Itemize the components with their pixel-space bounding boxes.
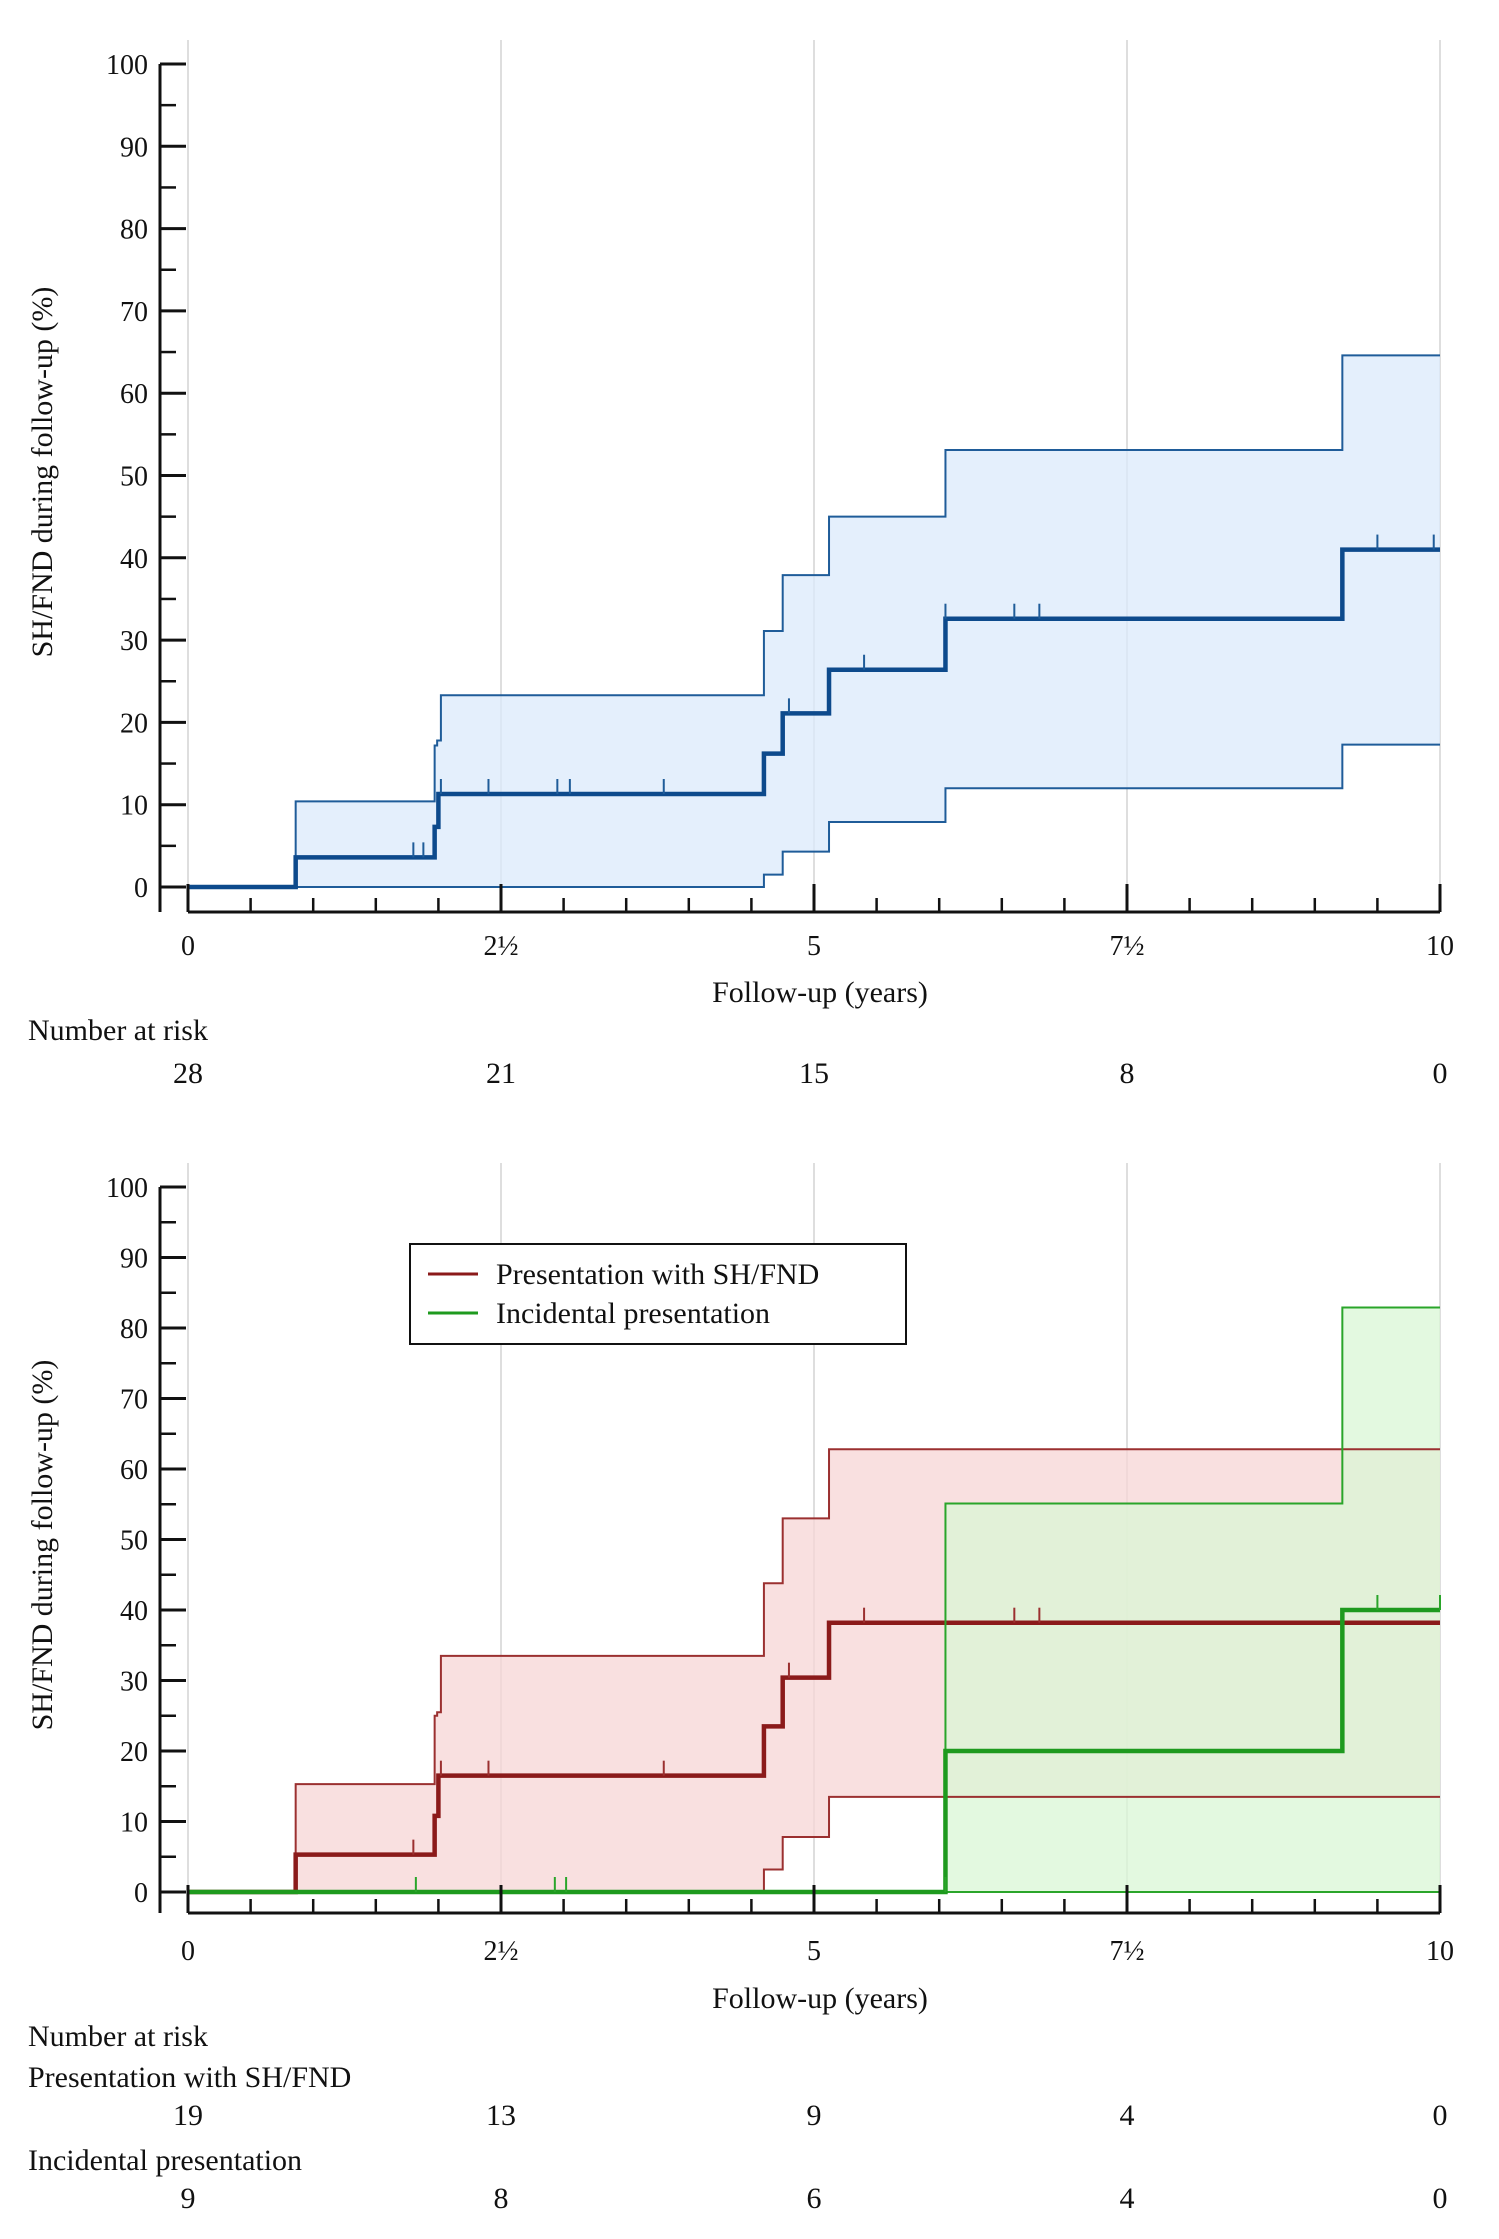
y-tick-label: 20 (120, 708, 148, 739)
y-tick-label: 20 (120, 1737, 148, 1768)
y-axis-title: SH/FND during follow-up (%) (26, 1360, 59, 1731)
x-tick-label: 10 (1426, 1936, 1454, 1967)
y-tick-label: 80 (120, 1314, 148, 1345)
axes (158, 62, 1442, 914)
risk-value: 8 (1120, 1057, 1135, 1090)
ci-band-fill (188, 1307, 1440, 1892)
risk-value: 9 (181, 2182, 196, 2215)
x-axis-title: Follow-up (years) (712, 976, 928, 1009)
risk-value: 9 (807, 2099, 822, 2132)
legend-box (409, 1243, 907, 1345)
risk-row-label-incidental: Incidental presentation (28, 2144, 302, 2177)
y-tick-label: 50 (120, 462, 148, 493)
presentation-with-sh-fnd-km-curve (188, 1620, 1440, 1895)
presentation-with-sh-fnd-ci-lower (188, 1795, 1440, 1893)
y-tick-label: 80 (120, 215, 148, 246)
y-tick-label: 10 (120, 791, 148, 822)
risk-value: 21 (486, 1057, 516, 1090)
axes (158, 1185, 1442, 1915)
y-tick-label: 0 (134, 1878, 148, 1909)
x-tick-labels: 0 2½ 5 7½ 10 (181, 931, 1454, 962)
x-tick-label: 5 (807, 1936, 821, 1967)
x-tick-label: 7½ (1110, 931, 1145, 962)
risk-table-title: Number at risk (28, 1014, 208, 1047)
y-axis-title: SH/FND during follow-up (%) (26, 287, 59, 658)
legend: Presentation with SH/FND Incidental pres… (409, 1243, 907, 1345)
risk-value: 8 (494, 2182, 509, 2215)
risk-value: 13 (486, 2099, 516, 2132)
y-tick-label: 100 (106, 50, 148, 81)
risk-row-label-presentation: Presentation with SH/FND (28, 2061, 351, 2094)
risk-value: 4 (1120, 2099, 1135, 2132)
y-tick-label: 40 (120, 1596, 148, 1627)
y-tick-label: 90 (120, 1244, 148, 1275)
series-lines (188, 354, 1440, 890)
risk-value: 0 (1433, 2182, 1448, 2215)
legend-label-incidental: Incidental presentation (496, 1297, 770, 1330)
y-tick-label: 70 (120, 1385, 148, 1416)
y-tick-label: 50 (120, 1526, 148, 1557)
series-ci-upper (188, 354, 1440, 888)
y-tick-labels: 0 10 20 30 40 50 60 70 80 90 100 (106, 1173, 148, 1909)
series-ci-band (188, 355, 1440, 887)
legend-label-presentation: Presentation with SH/FND (496, 1258, 819, 1291)
presentation-with-sh-fnd-ci-upper (188, 1448, 1440, 1893)
y-tick-label: 90 (120, 132, 148, 163)
risk-value: 15 (799, 1057, 829, 1090)
series-ci-lower (188, 743, 1440, 888)
y-tick-label: 60 (120, 1455, 148, 1486)
x-tick-label: 2½ (484, 1936, 519, 1967)
y-tick-label: 100 (106, 1173, 148, 1204)
incidental-presentation-km-curve (188, 1607, 1440, 1895)
risk-value: 4 (1120, 2182, 1135, 2215)
risk-value: 28 (173, 1057, 203, 1090)
x-tick-label: 7½ (1110, 1936, 1145, 1967)
x-tick-label: 0 (181, 1936, 195, 1967)
risk-value: 6 (807, 2182, 822, 2215)
series-km-curve (188, 547, 1440, 890)
y-tick-label: 0 (134, 873, 148, 904)
x-axis-title: Follow-up (years) (712, 1982, 928, 2015)
risk-value: 0 (1433, 2099, 1448, 2132)
y-tick-label: 40 (120, 544, 148, 575)
risk-value: 0 (1433, 1057, 1448, 1090)
risk-table-title: Number at risk (28, 2020, 208, 2053)
x-tick-label: 10 (1426, 931, 1454, 962)
y-tick-label: 30 (120, 626, 148, 657)
incidental-presentation-ci-band (188, 1307, 1440, 1892)
ci-band-fill (188, 355, 1440, 887)
x-tick-labels: 0 2½ 5 7½ 10 (181, 1936, 1454, 1967)
y-tick-label: 10 (120, 1808, 148, 1839)
risk-table: 19 13 9 4 0 9 8 6 4 0 (173, 2099, 1448, 2215)
y-tick-label: 70 (120, 297, 148, 328)
risk-table: 28 21 15 8 0 (173, 1057, 1448, 1090)
x-tick-label: 5 (807, 931, 821, 962)
y-tick-label: 60 (120, 379, 148, 410)
risk-value: 19 (173, 2099, 203, 2132)
x-tick-label: 2½ (484, 931, 519, 962)
y-tick-label: 30 (120, 1667, 148, 1698)
x-tick-label: 0 (181, 931, 195, 962)
y-tick-labels: 0 10 20 30 40 50 60 70 80 90 100 (106, 50, 148, 904)
